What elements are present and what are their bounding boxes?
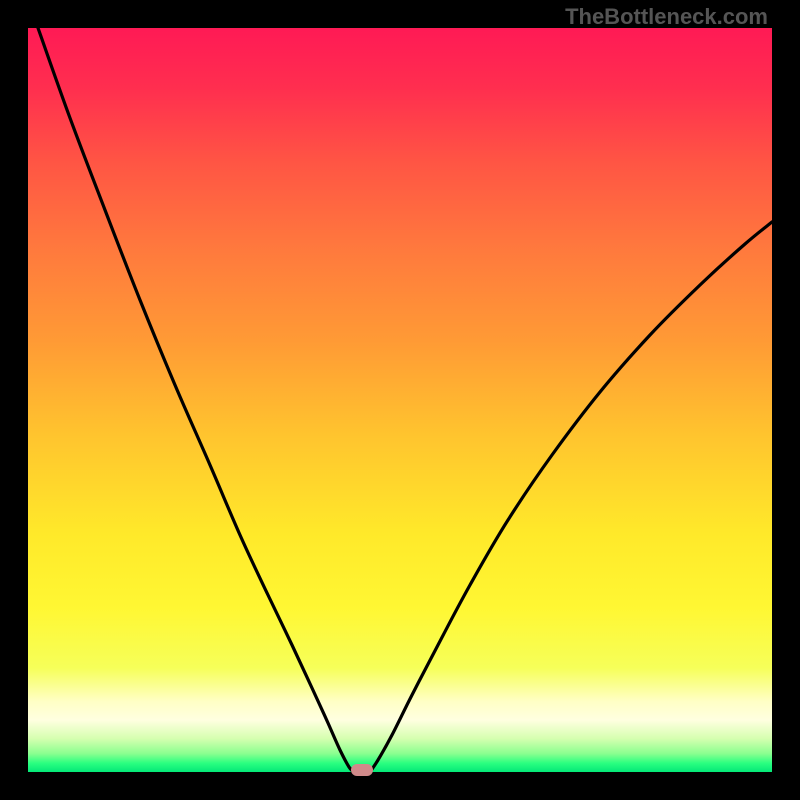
- plot-area: [28, 28, 772, 772]
- watermark-text: TheBottleneck.com: [565, 4, 768, 30]
- curve-right-branch: [370, 222, 772, 772]
- bottleneck-marker: [351, 764, 373, 776]
- curve-left-branch: [38, 28, 354, 772]
- curve-svg: [28, 28, 772, 772]
- chart-container: TheBottleneck.com: [0, 0, 800, 800]
